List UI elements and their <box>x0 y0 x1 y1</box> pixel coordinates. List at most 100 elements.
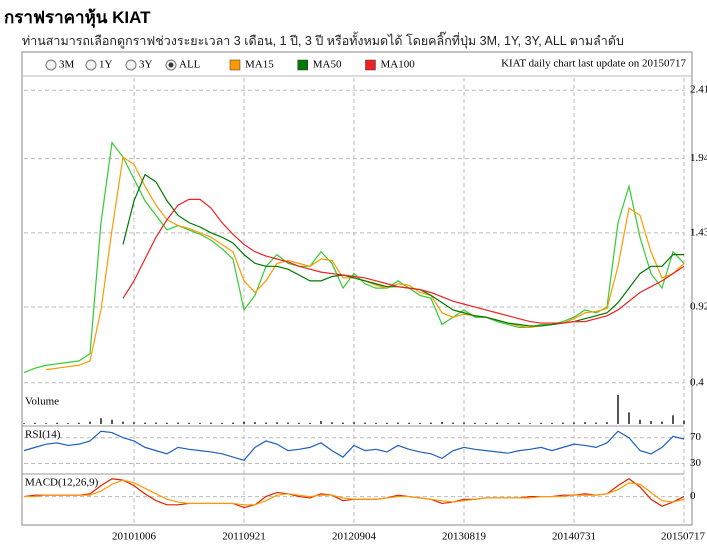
y-tick-label: 2.41 <box>690 84 707 96</box>
range-label[interactable]: ALL <box>179 59 201 71</box>
volume-bar <box>496 422 498 424</box>
volume-bar <box>243 421 245 424</box>
volume-bar <box>540 422 542 424</box>
volume-bar <box>606 422 608 424</box>
volume-bar <box>221 422 223 424</box>
x-tick-label: 20110921 <box>222 531 266 543</box>
range-radio[interactable] <box>45 59 57 71</box>
range-radio-dot <box>168 62 174 68</box>
volume-bar <box>474 422 476 424</box>
y-tick-label: 1.43 <box>690 226 707 238</box>
volume-bar <box>111 419 113 424</box>
volume-bar <box>89 421 91 424</box>
volume-bar <box>166 422 168 424</box>
volume-bar <box>298 422 300 424</box>
panel-title: Volume <box>25 396 59 408</box>
update-note: KIAT daily chart last update on 20150717 <box>501 58 686 70</box>
y-tick-label: 0 <box>690 490 696 502</box>
volume-bar <box>507 423 509 424</box>
volume-bar <box>353 422 355 424</box>
x-tick-label: 20140731 <box>552 531 596 543</box>
volume-bar <box>551 422 553 424</box>
series-line <box>24 479 685 506</box>
volume-bar <box>595 422 597 424</box>
volume-bar <box>45 423 47 424</box>
series-line <box>23 141 685 374</box>
series-line <box>45 156 685 371</box>
volume-bar <box>155 422 157 424</box>
volume-bar <box>133 422 135 424</box>
series-line <box>23 430 685 461</box>
x-tick-label: 20150717 <box>661 531 706 543</box>
volume-bar <box>188 422 190 424</box>
volume-bar <box>529 423 531 424</box>
legend-label: MA100 <box>380 59 415 71</box>
volume-bar <box>144 422 146 424</box>
panel-title: MACD(12,26,9) <box>25 477 99 489</box>
volume-bar <box>276 422 278 424</box>
volume-bar <box>199 422 201 424</box>
volume-bar <box>452 422 454 424</box>
volume-bar <box>584 422 586 424</box>
legend-swatch <box>297 59 308 71</box>
panel-title: RSI(14) <box>25 429 61 441</box>
volume-bar <box>122 421 124 424</box>
series-line <box>122 198 685 324</box>
range-label[interactable]: 3Y <box>139 59 153 71</box>
volume-bar <box>386 422 388 424</box>
volume-bar <box>573 422 575 424</box>
volume-bar <box>342 422 344 424</box>
page-subtitle: ท่านสามารถเลือกดูกราฟช่วงระยะเวลา 3 เดือ… <box>22 34 624 48</box>
volume-bar <box>485 422 487 424</box>
volume-bar <box>430 422 432 424</box>
y-tick-label: 30 <box>690 457 702 469</box>
x-tick-label: 20120904 <box>332 531 377 543</box>
volume-bar <box>617 395 619 424</box>
volume-bar <box>320 421 322 424</box>
volume-bar <box>661 421 663 424</box>
legend-swatch <box>229 59 241 71</box>
volume-bar <box>419 422 421 424</box>
volume-bar <box>67 423 69 424</box>
volume-bar <box>463 422 465 424</box>
volume-bar <box>56 422 58 424</box>
volume-bar <box>23 423 25 424</box>
volume-bar <box>331 422 333 424</box>
volume-bar <box>639 419 641 424</box>
chart-frame <box>21 51 693 526</box>
volume-bar <box>650 421 652 424</box>
volume-bar <box>78 422 80 424</box>
x-tick-label: 20130819 <box>442 531 487 543</box>
y-tick-label: 0.92 <box>690 301 707 313</box>
volume-bar <box>441 421 443 424</box>
range-label[interactable]: 3M <box>59 59 75 71</box>
legend-label: MA50 <box>313 59 342 71</box>
volume-bar <box>364 422 366 424</box>
y-tick-label: 1.94 <box>690 152 707 164</box>
volume-bar <box>100 418 102 424</box>
range-label[interactable]: 1Y <box>99 59 113 71</box>
legend-label: MA15 <box>245 59 274 71</box>
range-radio[interactable] <box>85 59 97 71</box>
volume-bar <box>265 422 267 424</box>
volume-bar <box>375 422 377 424</box>
volume-bar <box>287 422 289 424</box>
page-title: กราฟราคาหุ้น KIAT <box>4 8 151 27</box>
legend-swatch <box>365 59 376 71</box>
volume-bar <box>254 422 256 424</box>
volume-bar <box>683 420 685 424</box>
volume-bar <box>210 422 212 424</box>
y-tick-label: 70 <box>690 431 702 443</box>
volume-bar <box>518 422 520 424</box>
series-line <box>122 173 684 327</box>
x-tick-label: 20101006 <box>112 531 157 543</box>
range-radio[interactable] <box>125 59 137 71</box>
volume-bar <box>672 415 674 424</box>
volume-bar <box>177 422 179 424</box>
y-tick-label: 0.4 <box>690 376 704 388</box>
volume-bar <box>408 422 410 424</box>
volume-bar <box>397 422 399 424</box>
volume-bar <box>628 412 630 424</box>
